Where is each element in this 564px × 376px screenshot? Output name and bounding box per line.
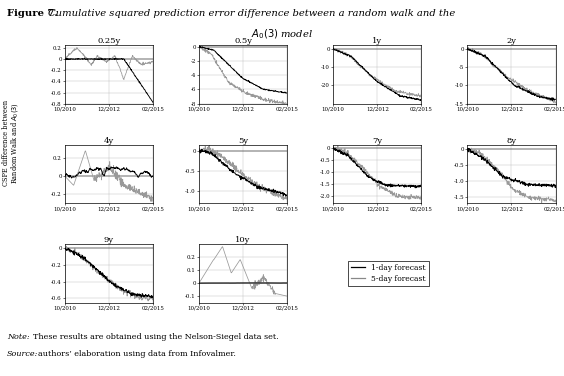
Text: CSPE difference between: CSPE difference between (2, 100, 10, 186)
Title: 8y: 8y (506, 136, 517, 144)
Title: 0.5y: 0.5y (234, 37, 252, 45)
Title: 2y: 2y (506, 37, 517, 45)
Title: 10y: 10y (235, 236, 251, 244)
Text: Random Walk and $A_0(3)$: Random Walk and $A_0(3)$ (9, 102, 20, 184)
Title: 9y: 9y (104, 236, 114, 244)
Title: 1y: 1y (372, 37, 382, 45)
Title: 5y: 5y (238, 136, 248, 144)
Title: 7y: 7y (372, 136, 382, 144)
Text: Source:: Source: (7, 350, 38, 358)
Text: authors’ elaboration using data from Infovalmer.: authors’ elaboration using data from Inf… (38, 350, 236, 358)
Legend: 1-day forecast, 5-day forecast: 1-day forecast, 5-day forecast (348, 261, 429, 286)
Text: These results are obtained using the Nelson-Siegel data set.: These results are obtained using the Nel… (33, 333, 279, 341)
Title: 4y: 4y (104, 136, 114, 144)
Text: Cumulative squared prediction error difference between a random walk and the: Cumulative squared prediction error diff… (48, 9, 455, 18)
Title: 0.25y: 0.25y (98, 37, 121, 45)
Text: Figure 7.: Figure 7. (7, 9, 58, 18)
Text: $A_0(3)$ model: $A_0(3)$ model (251, 27, 313, 41)
Text: Note:: Note: (7, 333, 29, 341)
